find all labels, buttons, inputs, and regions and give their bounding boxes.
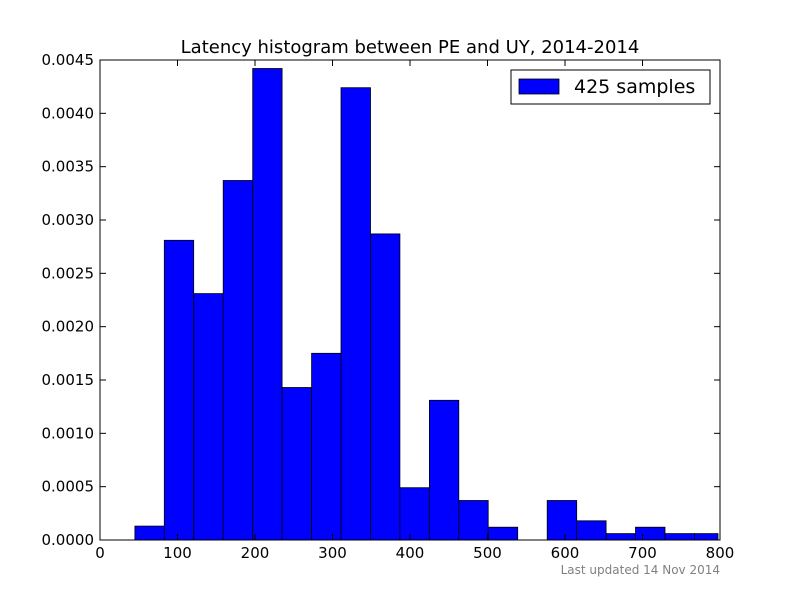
- histogram-bar-8: [370, 233, 401, 541]
- y-tick-label-4: 0.0020: [42, 318, 95, 336]
- x-tick-label-2: 200: [241, 544, 270, 562]
- x-tick-label-1: 100: [163, 544, 192, 562]
- histogram-bar-5: [281, 387, 312, 541]
- histogram-bar-0: [134, 525, 165, 541]
- axis-ticks: [99, 59, 721, 541]
- x-tick-label-5: 500: [473, 544, 502, 562]
- histogram-bar-12: [487, 526, 519, 541]
- x-tick-label-7: 700: [628, 544, 657, 562]
- histogram-bar-14: [546, 500, 578, 541]
- y-tick-label-0: 0.0000: [42, 531, 95, 549]
- y-tick-label-2: 0.0010: [42, 424, 95, 442]
- histogram-bar-15: [576, 520, 607, 541]
- chart-title: Latency histogram between PE and UY, 201…: [181, 37, 640, 58]
- bars-group: [134, 68, 719, 541]
- histogram-bar-7: [340, 87, 371, 541]
- y-tick-label-9: 0.0045: [42, 51, 95, 69]
- x-tick-label-3: 300: [318, 544, 347, 562]
- x-tick-label-4: 400: [396, 544, 425, 562]
- histogram-bar-9: [399, 487, 430, 541]
- histogram-bar-6: [311, 352, 342, 541]
- histogram-bar-1: [163, 239, 195, 541]
- y-tick-label-7: 0.0035: [42, 158, 95, 176]
- y-tick-label-3: 0.0015: [42, 371, 95, 389]
- histogram-bar-18: [664, 533, 695, 541]
- x-tick-label-6: 600: [551, 544, 580, 562]
- y-tick-label-1: 0.0005: [42, 478, 95, 496]
- y-axis-tick-labels: 0.0000 0.0005 0.0010 0.0015 0.0020 0.0025 0.00…: [42, 51, 95, 549]
- histogram-bar-11: [458, 500, 489, 541]
- histogram-bar-17: [635, 526, 666, 541]
- y-tick-label-6: 0.0030: [42, 211, 95, 229]
- histogram-bar-2: [193, 293, 224, 541]
- x-tick-label-8: 800: [706, 544, 735, 562]
- y-tick-label-8: 0.0040: [42, 104, 95, 122]
- last-updated-footnote: Last updated 14 Nov 2014: [561, 563, 720, 577]
- y-tick-label-5: 0.0025: [42, 264, 95, 282]
- histogram-bar-19: [694, 533, 719, 541]
- legend-label: 425 samples: [574, 76, 695, 98]
- legend-swatch: [518, 78, 560, 95]
- x-axis-tick-labels: 0 100 200 300 400 500 600 700 800: [95, 544, 734, 562]
- legend: 425 samples: [510, 69, 711, 105]
- histogram-bar-4: [252, 68, 283, 541]
- histogram-bar-10: [428, 399, 460, 541]
- x-tick-label-0: 0: [95, 544, 105, 562]
- histogram-bar-16: [605, 533, 636, 541]
- histogram-bar-3: [222, 180, 253, 541]
